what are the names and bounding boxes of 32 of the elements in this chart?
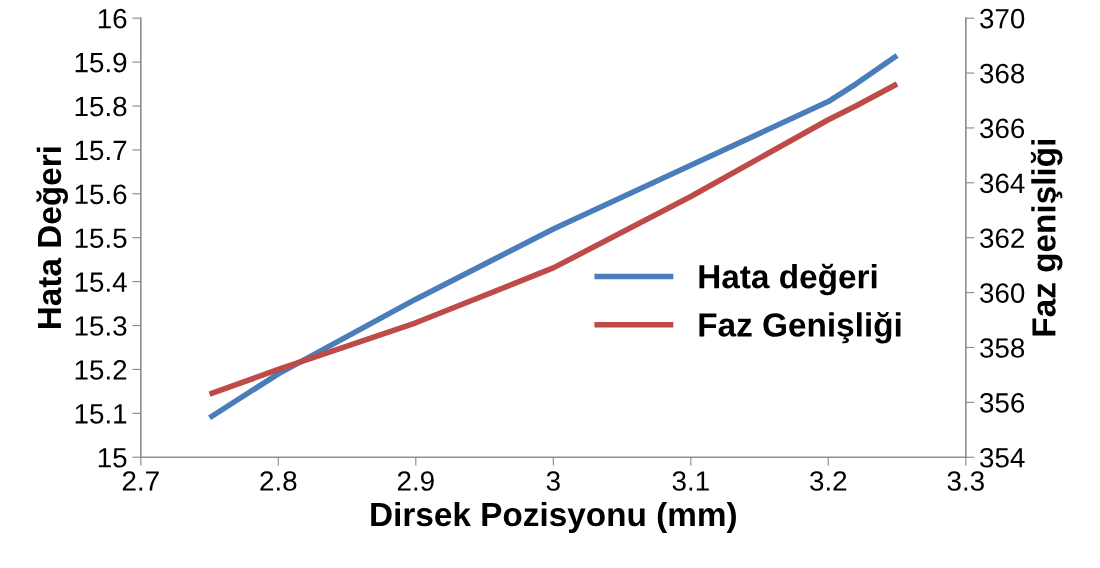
x-tick-label: 3.2 bbox=[810, 471, 847, 491]
y2-tick-label: 370 bbox=[980, 8, 1025, 29]
y-tick-label: 15.5 bbox=[75, 228, 127, 249]
x-axis-title: Dirsek Pozisyonu (mm) bbox=[371, 501, 736, 533]
y2-axis-title: Faz genişliği bbox=[1030, 140, 1063, 336]
y2-tick-label: 366 bbox=[980, 118, 1025, 139]
y-tick-label: 15 bbox=[98, 448, 127, 468]
y-tick-label: 16 bbox=[98, 8, 127, 29]
y2-tick-label: 360 bbox=[980, 283, 1025, 303]
x-tick-label: 2.9 bbox=[397, 471, 434, 491]
y-tick-label: 15.9 bbox=[75, 52, 127, 73]
y2-tick-label: 354 bbox=[980, 447, 1025, 468]
y-tick-label: 15.8 bbox=[75, 96, 127, 117]
x-tick-label: 3.3 bbox=[947, 471, 984, 491]
y2-tick-label: 356 bbox=[980, 393, 1025, 413]
x-tick-label: 2.8 bbox=[260, 471, 297, 491]
y2-tick-label: 368 bbox=[980, 63, 1025, 84]
y-tick-label: 15.7 bbox=[75, 140, 127, 161]
x-tick-label: 3 bbox=[546, 471, 560, 491]
y-tick-label: 15.6 bbox=[75, 184, 127, 205]
y2-tick-label: 364 bbox=[980, 173, 1025, 194]
legend-label: Hata değeri bbox=[699, 263, 877, 296]
y-tick-label: 15.1 bbox=[75, 404, 127, 424]
y2-tick-label: 358 bbox=[980, 338, 1025, 358]
legend-label: Faz Genişliği bbox=[699, 311, 901, 344]
x-tick-label: 3.1 bbox=[672, 471, 709, 491]
y-tick-label: 15.3 bbox=[75, 316, 127, 336]
y2-tick-label: 362 bbox=[980, 228, 1024, 249]
x-tick-label: 2.7 bbox=[122, 471, 159, 491]
y-axis-title: Hata Değeri bbox=[36, 147, 68, 329]
y-tick-label: 15.2 bbox=[75, 360, 127, 380]
y-tick-label: 15.4 bbox=[75, 272, 127, 292]
